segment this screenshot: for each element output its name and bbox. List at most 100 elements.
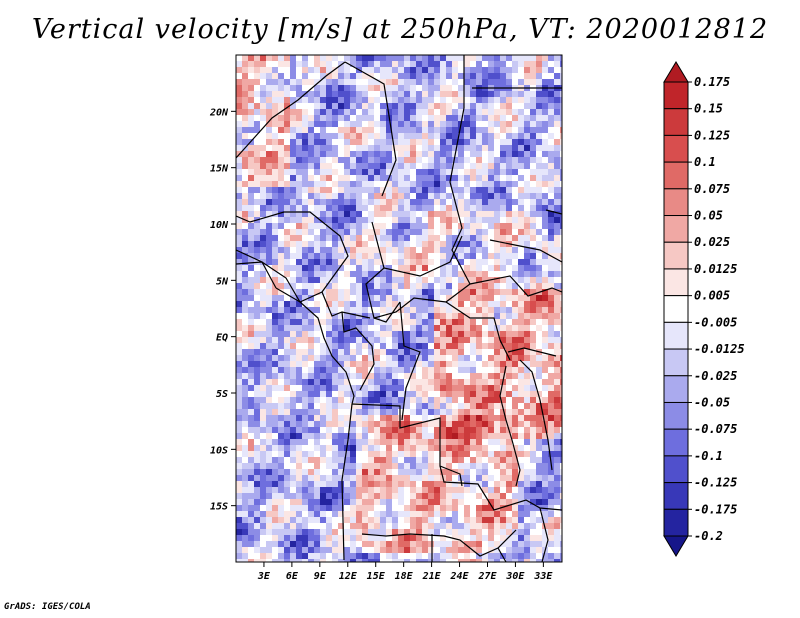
field-cell xyxy=(344,67,351,74)
field-cell xyxy=(332,409,339,416)
field-cell xyxy=(512,223,519,230)
field-cell xyxy=(296,415,303,422)
field-cell xyxy=(482,199,489,206)
field-cell xyxy=(458,91,465,98)
field-cell xyxy=(260,553,267,560)
colorbar-box xyxy=(663,161,689,190)
field-cell xyxy=(272,157,279,164)
field-cell xyxy=(260,439,267,446)
field-cell xyxy=(308,181,315,188)
field-cell xyxy=(284,169,291,176)
field-cell xyxy=(254,271,261,278)
field-cell xyxy=(344,271,351,278)
field-cell xyxy=(410,463,417,470)
field-cell xyxy=(554,331,561,338)
field-cell xyxy=(416,151,423,158)
field-cell xyxy=(512,235,519,242)
field-cell xyxy=(344,193,351,200)
field-cell xyxy=(272,55,279,62)
field-cell xyxy=(458,259,465,266)
field-cell xyxy=(284,463,291,470)
field-cell xyxy=(398,385,405,392)
field-cell xyxy=(314,307,321,314)
field-cell xyxy=(500,421,507,428)
field-cell xyxy=(296,337,303,344)
field-cell xyxy=(380,139,387,146)
field-cell xyxy=(416,319,423,326)
field-cell xyxy=(446,109,453,116)
field-cell xyxy=(260,223,267,230)
field-cell xyxy=(326,463,333,470)
field-cell xyxy=(284,325,291,332)
field-cell xyxy=(428,427,435,434)
field-cell xyxy=(560,217,562,224)
field-cell xyxy=(236,289,243,296)
field-cell xyxy=(548,403,555,410)
field-cell xyxy=(236,61,243,68)
field-cell xyxy=(356,229,363,236)
field-cell xyxy=(398,79,405,86)
field-cell xyxy=(344,523,351,530)
field-cell xyxy=(452,61,459,68)
field-cell xyxy=(512,517,519,524)
field-cell xyxy=(362,205,369,212)
field-cell xyxy=(242,349,249,356)
field-cell xyxy=(560,67,562,74)
field-cell xyxy=(422,385,429,392)
field-cell xyxy=(386,307,393,314)
field-cell xyxy=(326,427,333,434)
field-cell xyxy=(410,487,417,494)
field-cell xyxy=(248,187,255,194)
field-cell xyxy=(362,547,369,554)
field-cell xyxy=(494,211,501,218)
field-cell xyxy=(308,301,315,308)
field-cell xyxy=(308,379,315,386)
field-cell xyxy=(332,295,339,302)
field-cell xyxy=(458,529,465,536)
field-cell xyxy=(446,391,453,398)
field-cell xyxy=(524,217,531,224)
field-cell xyxy=(458,187,465,194)
field-cell xyxy=(254,169,261,176)
field-cell xyxy=(494,229,501,236)
field-cell xyxy=(236,451,243,458)
field-cell xyxy=(290,79,297,86)
field-cell xyxy=(308,397,315,404)
field-cell xyxy=(254,499,261,506)
field-cell xyxy=(446,187,453,194)
field-cell xyxy=(404,61,411,68)
field-cell xyxy=(380,61,387,68)
field-cell xyxy=(482,205,489,212)
field-cell xyxy=(482,463,489,470)
field-cell xyxy=(434,55,441,62)
field-cell xyxy=(386,169,393,176)
field-cell xyxy=(434,511,441,518)
field-cell xyxy=(416,481,423,488)
field-cell xyxy=(506,283,513,290)
border-line xyxy=(519,359,553,471)
field-cell xyxy=(416,535,423,542)
field-cell xyxy=(530,301,537,308)
field-cell xyxy=(518,301,525,308)
field-cell xyxy=(536,325,543,332)
field-cell xyxy=(278,121,285,128)
field-cell xyxy=(296,511,303,518)
field-cell xyxy=(470,223,477,230)
lat-tick-label: 10S xyxy=(210,445,228,456)
field-cell xyxy=(368,127,375,134)
field-cell xyxy=(482,523,489,530)
field-cell xyxy=(236,157,243,164)
field-cell xyxy=(308,541,315,548)
field-cell xyxy=(278,199,285,206)
field-cell xyxy=(554,547,561,554)
field-cell xyxy=(452,421,459,428)
field-cell xyxy=(392,385,399,392)
field-cell xyxy=(272,553,279,560)
field-cell xyxy=(530,505,537,512)
field-cell xyxy=(368,403,375,410)
field-cell xyxy=(428,235,435,242)
field-cell xyxy=(296,499,303,506)
field-cell xyxy=(422,199,429,206)
field-cell xyxy=(464,139,471,146)
field-cell xyxy=(332,283,339,290)
